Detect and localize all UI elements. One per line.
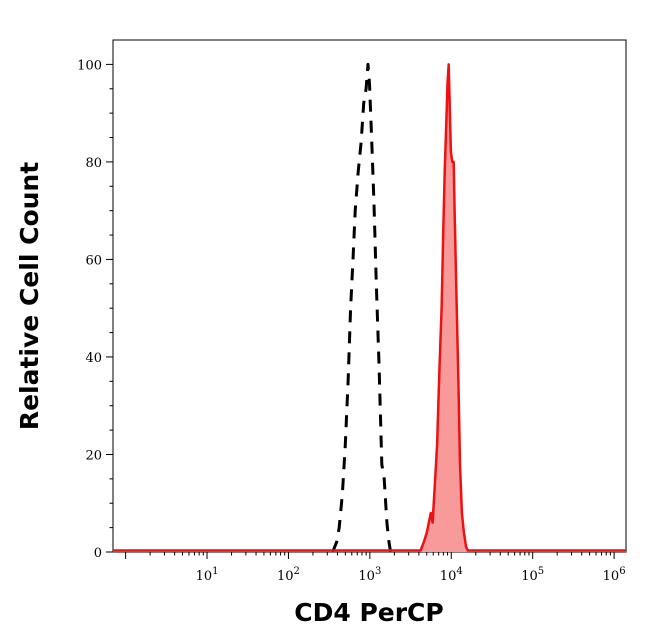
x-tick-label: 105 <box>521 566 544 584</box>
x-tick-label: 104 <box>440 566 463 584</box>
y-tick-label: 40 <box>85 351 102 366</box>
y-tick-label: 20 <box>85 448 102 463</box>
y-tick-label: 100 <box>77 58 102 73</box>
x-tick-label: 101 <box>196 566 219 584</box>
y-axis-title: Relative Cell Count <box>15 162 44 430</box>
x-axis-title: CD4 PerCP <box>294 598 443 627</box>
series-line-layer <box>113 62 626 553</box>
x-axis-ticks: 101 102 103 104 105 106 <box>125 552 626 584</box>
plot-frame <box>112 39 627 553</box>
y-tick-label: 80 <box>85 156 102 171</box>
series-1-area <box>113 64 626 553</box>
y-tick-label: 60 <box>85 253 102 268</box>
y-axis-ticks: 0 20 40 60 80 100 <box>77 58 113 561</box>
series-0-line <box>331 62 393 553</box>
series-1-line <box>113 63 626 552</box>
filled-area-layer <box>113 64 626 553</box>
y-tick-label: 0 <box>94 546 102 561</box>
x-tick-label: 103 <box>358 566 381 584</box>
x-tick-label: 102 <box>277 566 300 584</box>
x-tick-label: 106 <box>603 566 626 584</box>
